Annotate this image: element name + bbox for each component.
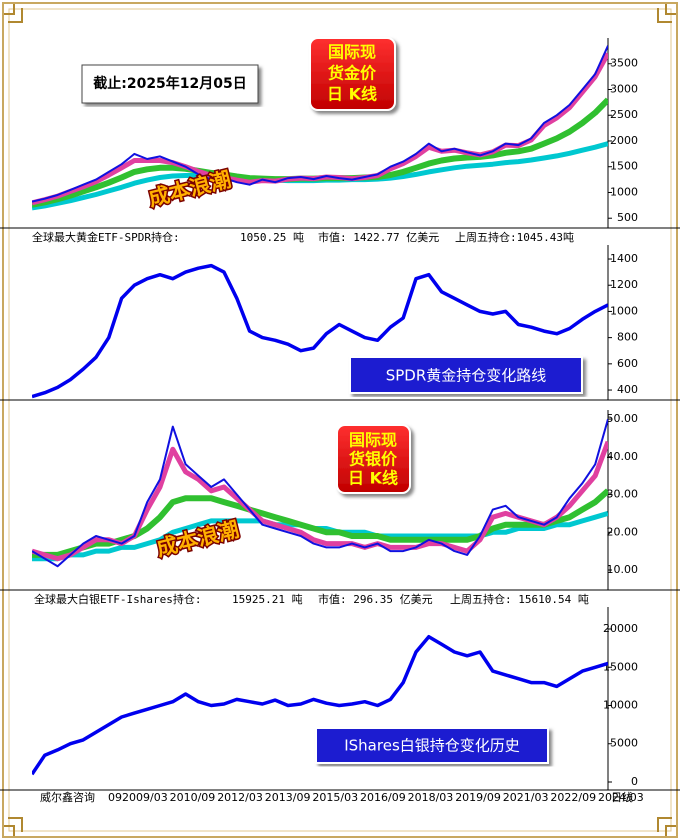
- data-line: [32, 634, 608, 776]
- y-tick-label: 800: [617, 331, 638, 344]
- y-tick-label: 10.00: [607, 563, 639, 576]
- badge-line: 国际现: [349, 431, 397, 450]
- data-line: [32, 418, 608, 568]
- x-tick-label: 2012/03: [217, 791, 263, 804]
- x-tick-label: 2009/03: [122, 791, 168, 804]
- data-line: [32, 263, 608, 399]
- info: 上周五持仓: 15610.54 吨: [450, 592, 589, 606]
- frame-inner: [8, 8, 672, 832]
- badge: [309, 37, 396, 111]
- y-tick-label: 3000: [610, 82, 638, 95]
- panel: 0 5000 10000 15000 20000: [0, 607, 680, 791]
- y-tick-label: 0: [631, 775, 638, 788]
- x-tick-label: 2018/03: [408, 791, 454, 804]
- x-tick-label: 威尔鑫咨询: [40, 790, 95, 804]
- callout: IShares白银持仓变化历史: [344, 737, 520, 755]
- date-box: [81, 64, 259, 104]
- badge-line: 货银价: [349, 450, 398, 469]
- y-tick-label: 3500: [610, 57, 638, 70]
- y-tick-label: 10000: [603, 698, 638, 711]
- x-axis: 威尔鑫咨询 09 2009/03 2010/09 2012/03 2013/09 2015/…: [40, 790, 644, 804]
- y-tick-label: 1000: [610, 185, 638, 198]
- badge-line: 货金价: [328, 64, 377, 83]
- info: 1050.25 吨: [240, 231, 304, 244]
- date-label: 截止:2025年12月05日: [93, 75, 247, 92]
- x-tick-label: 日线: [611, 790, 633, 804]
- y-tick-label: 2000: [610, 134, 638, 147]
- y-tick-label: 5000: [610, 737, 638, 750]
- badge: [336, 424, 411, 494]
- y-tick-label: 1500: [610, 160, 638, 173]
- y-tick-label: 20.00: [607, 525, 639, 538]
- data-line: [32, 440, 608, 562]
- x-tick-label: 2013/09: [265, 791, 311, 804]
- corner-ornaments: [4, 4, 676, 836]
- x-tick-label: 2016/09: [360, 791, 406, 804]
- badge-line: 日 K线: [348, 469, 398, 488]
- y-tick-label: 1000: [610, 304, 638, 317]
- callout: SPDR黄金持仓变化路线: [386, 367, 547, 385]
- data-line: [32, 45, 608, 203]
- info: 市值: 296.35 亿美元: [318, 592, 433, 606]
- y-tick-label: 2500: [610, 108, 638, 121]
- panel: 10.00 20.00 30.00 40.00 50.00: [0, 410, 680, 591]
- x-tick-label: 2021/03: [503, 791, 549, 804]
- overlays: 截止:2025年12月05日 国际现 货金价 日 K线 成本浪潮 全球最大黄金E…: [32, 37, 589, 764]
- y-tick-label: 40.00: [607, 450, 639, 463]
- x-tick-label: 2010/09: [170, 791, 216, 804]
- x-tick-label: 09: [108, 791, 122, 804]
- y-tick-label: 20000: [603, 622, 638, 635]
- panel: 400 600 800 1000 1200 1400: [0, 245, 680, 401]
- y-tick-label: 600: [617, 357, 638, 370]
- y-tick-label: 50.00: [607, 412, 639, 425]
- callout-box: [349, 356, 583, 394]
- panel: 500 1000 1500 2000 2500 3000 3500: [0, 38, 680, 229]
- callout-box: [315, 727, 549, 764]
- y-tick-label: 15000: [603, 660, 638, 673]
- plots: 500 1000 1500 2000 2500 3000 3500 400 600 800 1000…: [0, 38, 680, 804]
- x-tick-label: 2022/09: [550, 791, 596, 804]
- y-tick-label: 1200: [610, 278, 638, 291]
- badge-line: 国际现: [328, 43, 376, 62]
- info: 全球最大白银ETF-Ishares持仓:: [34, 592, 201, 606]
- y-tick-label: 500: [617, 211, 638, 224]
- y-tick-label: 30.00: [607, 488, 639, 501]
- x-tick-label: 2024/03: [598, 791, 644, 804]
- info: 全球最大黄金ETF-SPDR持仓:: [32, 230, 180, 244]
- badge-line: 日 K线: [327, 85, 377, 104]
- info: 市值: 1422.77 亿美元: [318, 230, 439, 244]
- info: 15925.21 吨: [232, 593, 303, 606]
- x-tick-label: 2019/09: [455, 791, 501, 804]
- y-tick-label: 1400: [610, 252, 638, 265]
- y-tick-label: 400: [617, 383, 638, 396]
- x-tick-label: 2015/03: [312, 791, 358, 804]
- info: 上周五持仓:1045.43吨: [455, 230, 574, 244]
